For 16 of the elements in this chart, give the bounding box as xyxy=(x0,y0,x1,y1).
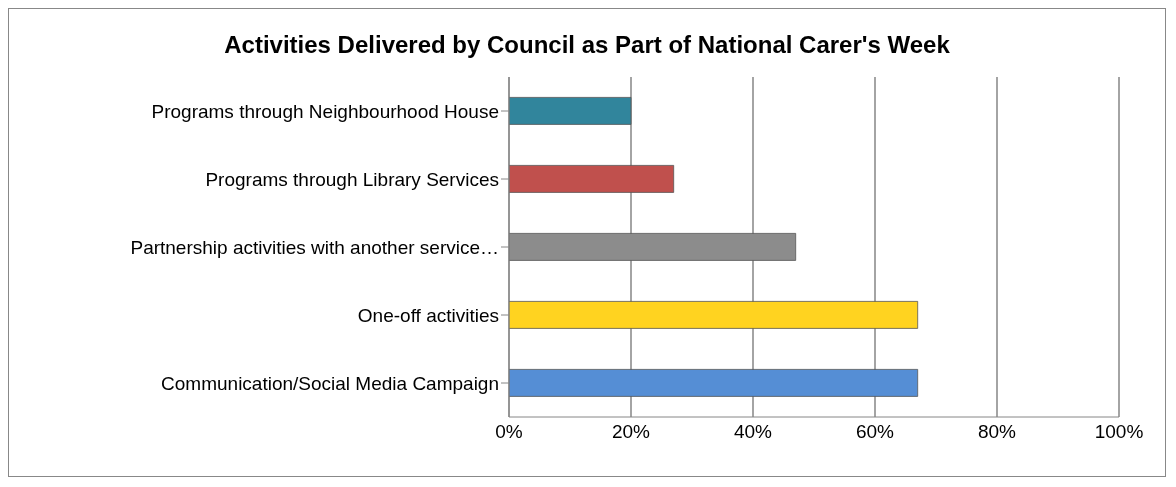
y-tick-label: Communication/Social Media Campaign xyxy=(161,372,499,394)
bar xyxy=(509,301,919,329)
bar xyxy=(509,97,632,125)
x-tick-label: 0% xyxy=(495,421,523,443)
y-tick-label: Programs through Library Services xyxy=(205,168,499,190)
x-tick-label: 100% xyxy=(1094,421,1144,443)
x-tick-label: 60% xyxy=(855,421,895,443)
bar xyxy=(509,369,919,397)
x-tick-label: 20% xyxy=(611,421,651,443)
bar xyxy=(509,165,675,193)
x-tick-label: 80% xyxy=(977,421,1017,443)
chart-title: Activities Delivered by Council as Part of National Carer's Week xyxy=(223,30,951,60)
y-tick-label: Programs through Neighbourhood House xyxy=(151,100,499,122)
y-tick-label: Partnership activities with another service… xyxy=(130,236,499,258)
y-tick-label: One-off activities xyxy=(357,304,499,326)
x-tick-label: 40% xyxy=(733,421,773,443)
